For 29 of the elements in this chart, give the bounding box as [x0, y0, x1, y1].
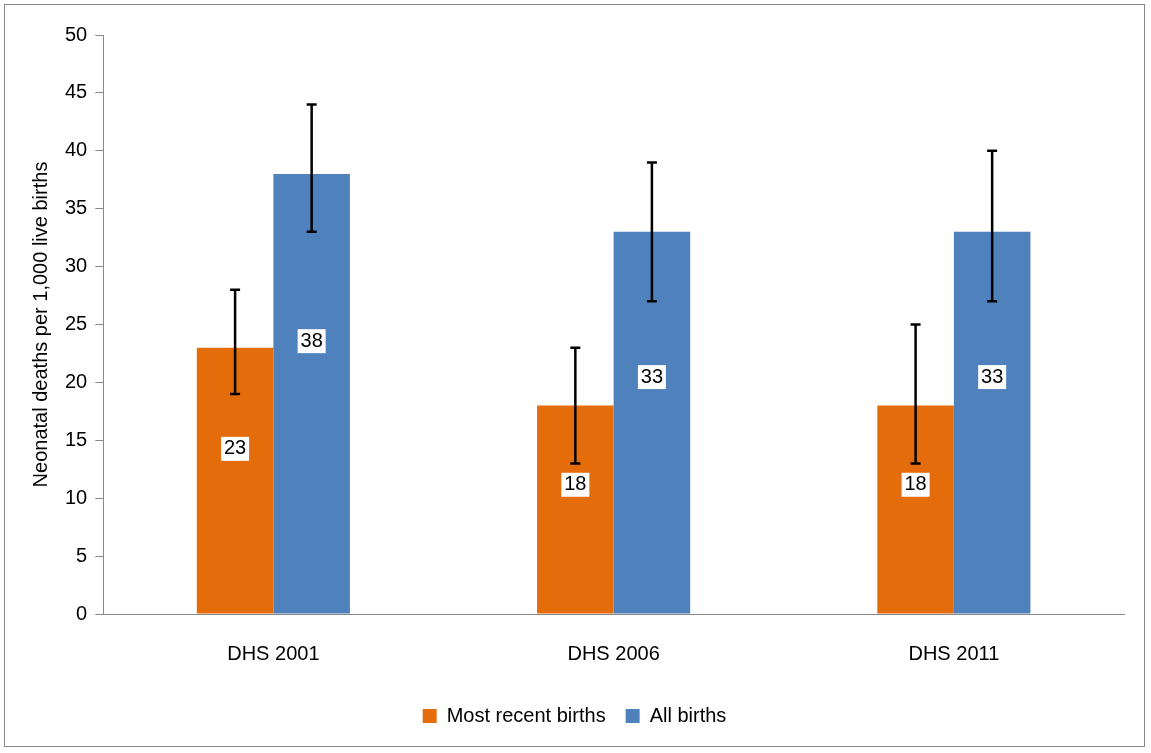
y-tick-label: 10	[65, 485, 88, 508]
data-label: 33	[640, 364, 664, 387]
legend-label: Most recent births	[446, 703, 606, 726]
bar	[613, 231, 691, 614]
x-tick-label: DHS 2011	[908, 641, 1000, 664]
x-tick-label: DHS 2001	[227, 641, 320, 664]
data-label: 23	[223, 436, 247, 459]
bar	[273, 173, 350, 614]
y-tick-label: 15	[65, 427, 88, 450]
y-tick-label: 45	[65, 80, 88, 103]
y-tick-label: 0	[76, 601, 88, 624]
y-tick-label: 40	[65, 138, 88, 161]
y-tick-label: 35	[65, 196, 88, 219]
y-tick-label: 30	[65, 254, 88, 277]
bar	[953, 231, 1031, 614]
data-label: 18	[904, 472, 927, 495]
y-axis-title: Neonatal deaths per 1,000 live births	[28, 161, 51, 488]
bar	[537, 405, 614, 614]
data-label: 18	[564, 472, 587, 495]
data-label: 38	[300, 328, 323, 351]
y-tick-label: 5	[76, 543, 88, 566]
y-tick-label: 50	[65, 22, 88, 45]
y-tick-label: 25	[65, 312, 88, 335]
legend-label: All births	[649, 703, 727, 726]
bar	[196, 347, 274, 614]
bar	[877, 405, 954, 614]
data-label: 33	[981, 364, 1004, 387]
x-tick-label: DHS 2006	[567, 641, 660, 664]
y-tick-label: 20	[65, 369, 88, 392]
